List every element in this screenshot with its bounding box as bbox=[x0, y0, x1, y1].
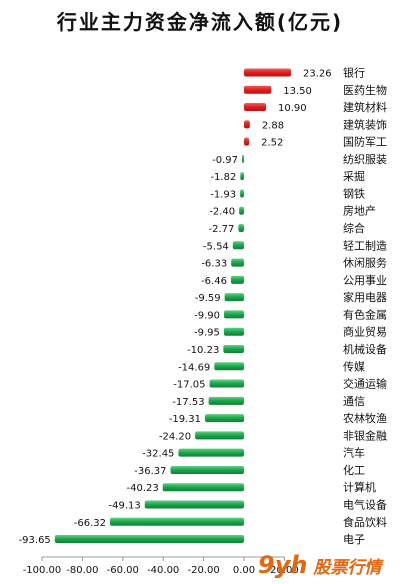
x-tick-label-5: -20.00 bbox=[187, 565, 219, 576]
category-label-1: 银行 bbox=[343, 66, 365, 80]
category-label-15: 有色金属 bbox=[343, 307, 387, 321]
value-label-7: -1.82 bbox=[210, 172, 236, 183]
category-label-17: 机械设备 bbox=[343, 342, 387, 356]
bar-19 bbox=[209, 379, 244, 388]
value-label-26: -49.13 bbox=[109, 501, 141, 512]
value-label-3: 10.90 bbox=[278, 103, 307, 114]
value-label-11: -5.54 bbox=[203, 241, 229, 252]
bar-4 bbox=[244, 120, 250, 129]
bar-5 bbox=[244, 137, 250, 146]
bar-26 bbox=[144, 500, 244, 509]
category-label-9: 房地产 bbox=[343, 204, 376, 218]
category-label-25: 计算机 bbox=[343, 480, 376, 494]
bar-24 bbox=[170, 465, 244, 474]
category-label-7: 采掘 bbox=[343, 169, 365, 183]
bar-7 bbox=[240, 172, 244, 181]
category-label-8: 钢铁 bbox=[343, 187, 365, 200]
category-label-3: 建筑材料 bbox=[343, 100, 387, 114]
bar-8 bbox=[240, 189, 244, 198]
x-tick-label-1: -100.00 bbox=[23, 565, 62, 576]
category-label-4: 建筑装饰 bbox=[343, 117, 387, 131]
value-label-23: -32.45 bbox=[142, 449, 174, 460]
bar-22 bbox=[195, 431, 244, 440]
value-label-20: -17.53 bbox=[172, 397, 204, 408]
bar-13 bbox=[230, 275, 244, 284]
category-label-23: 汽车 bbox=[343, 446, 365, 460]
value-label-10: -2.77 bbox=[209, 224, 235, 235]
bar-15 bbox=[224, 310, 244, 319]
category-label-14: 家用电器 bbox=[343, 290, 387, 304]
bar-9 bbox=[239, 206, 244, 215]
value-label-28: -93.65 bbox=[19, 535, 51, 546]
bar-1 bbox=[244, 68, 291, 77]
bar-17 bbox=[223, 344, 244, 353]
bar-2 bbox=[244, 85, 272, 94]
category-label-28: 电子 bbox=[343, 533, 365, 546]
watermark-logo: 9yh 股票行情 bbox=[258, 551, 398, 579]
value-label-22: -24.20 bbox=[159, 431, 191, 442]
value-label-6: -0.97 bbox=[212, 155, 238, 166]
bar-6 bbox=[242, 154, 244, 163]
category-label-2: 医药生物 bbox=[343, 83, 387, 97]
category-label-24: 化工 bbox=[343, 463, 365, 477]
watermark-text: 股票行情 bbox=[313, 558, 382, 578]
value-label-8: -1.93 bbox=[210, 189, 236, 200]
bar-14 bbox=[224, 293, 244, 302]
bar-21 bbox=[204, 414, 244, 423]
bar-28 bbox=[54, 535, 245, 544]
category-label-20: 通信 bbox=[343, 395, 365, 408]
bar-18 bbox=[214, 362, 244, 371]
value-label-13: -6.46 bbox=[201, 276, 227, 287]
value-label-25: -40.23 bbox=[126, 483, 158, 494]
value-label-15: -9.90 bbox=[194, 310, 220, 321]
value-label-4: 2.88 bbox=[262, 120, 284, 131]
bar-3 bbox=[244, 103, 267, 112]
x-tick-label-7: 20.00 bbox=[270, 565, 299, 576]
category-label-19: 交通运输 bbox=[343, 377, 387, 391]
category-label-13: 公用事业 bbox=[343, 274, 387, 287]
value-label-16: -9.95 bbox=[194, 328, 220, 339]
category-label-18: 传媒 bbox=[343, 360, 365, 373]
bar-25 bbox=[162, 483, 244, 492]
bar-27 bbox=[110, 517, 244, 526]
value-label-12: -6.33 bbox=[201, 259, 227, 270]
value-label-14: -9.59 bbox=[195, 293, 221, 304]
category-label-11: 轻工制造 bbox=[343, 238, 387, 252]
bar-20 bbox=[208, 396, 244, 405]
value-label-24: -36.37 bbox=[134, 466, 166, 477]
category-label-12: 休闲服务 bbox=[343, 256, 387, 270]
value-label-18: -14.69 bbox=[178, 362, 210, 373]
category-label-22: 非银金融 bbox=[343, 428, 387, 442]
value-label-2: 13.50 bbox=[283, 86, 312, 97]
value-label-1: 23.26 bbox=[303, 69, 332, 80]
bar-10 bbox=[238, 224, 244, 233]
bar-12 bbox=[231, 258, 244, 267]
x-tick-label-6: 0.00 bbox=[233, 565, 255, 576]
bar-11 bbox=[232, 241, 244, 250]
x-tick-label-4: -40.00 bbox=[147, 565, 179, 576]
chart-title: 行业主力资金净流入额(亿元) bbox=[56, 10, 344, 34]
value-label-21: -19.31 bbox=[169, 414, 201, 425]
bar-16 bbox=[223, 327, 244, 336]
category-label-27: 食品饮料 bbox=[343, 515, 387, 529]
watermark-logo-mark: 9yh bbox=[258, 551, 308, 579]
category-label-21: 农林牧渔 bbox=[343, 411, 387, 425]
x-tick-label-3: -60.00 bbox=[107, 565, 139, 576]
category-label-6: 纺织服装 bbox=[343, 152, 387, 166]
value-label-9: -2.40 bbox=[209, 207, 235, 218]
bar-23 bbox=[178, 448, 244, 457]
category-label-16: 商业贸易 bbox=[343, 325, 387, 339]
value-label-27: -66.32 bbox=[74, 518, 106, 529]
x-tick-label-2: -80.00 bbox=[66, 565, 98, 576]
category-label-10: 综合 bbox=[343, 221, 365, 235]
category-label-26: 电气设备 bbox=[343, 498, 387, 512]
category-label-5: 国防军工 bbox=[343, 135, 387, 149]
value-label-5: 2.52 bbox=[261, 138, 283, 149]
value-label-17: -10.23 bbox=[187, 345, 219, 356]
value-label-19: -17.05 bbox=[173, 380, 205, 391]
